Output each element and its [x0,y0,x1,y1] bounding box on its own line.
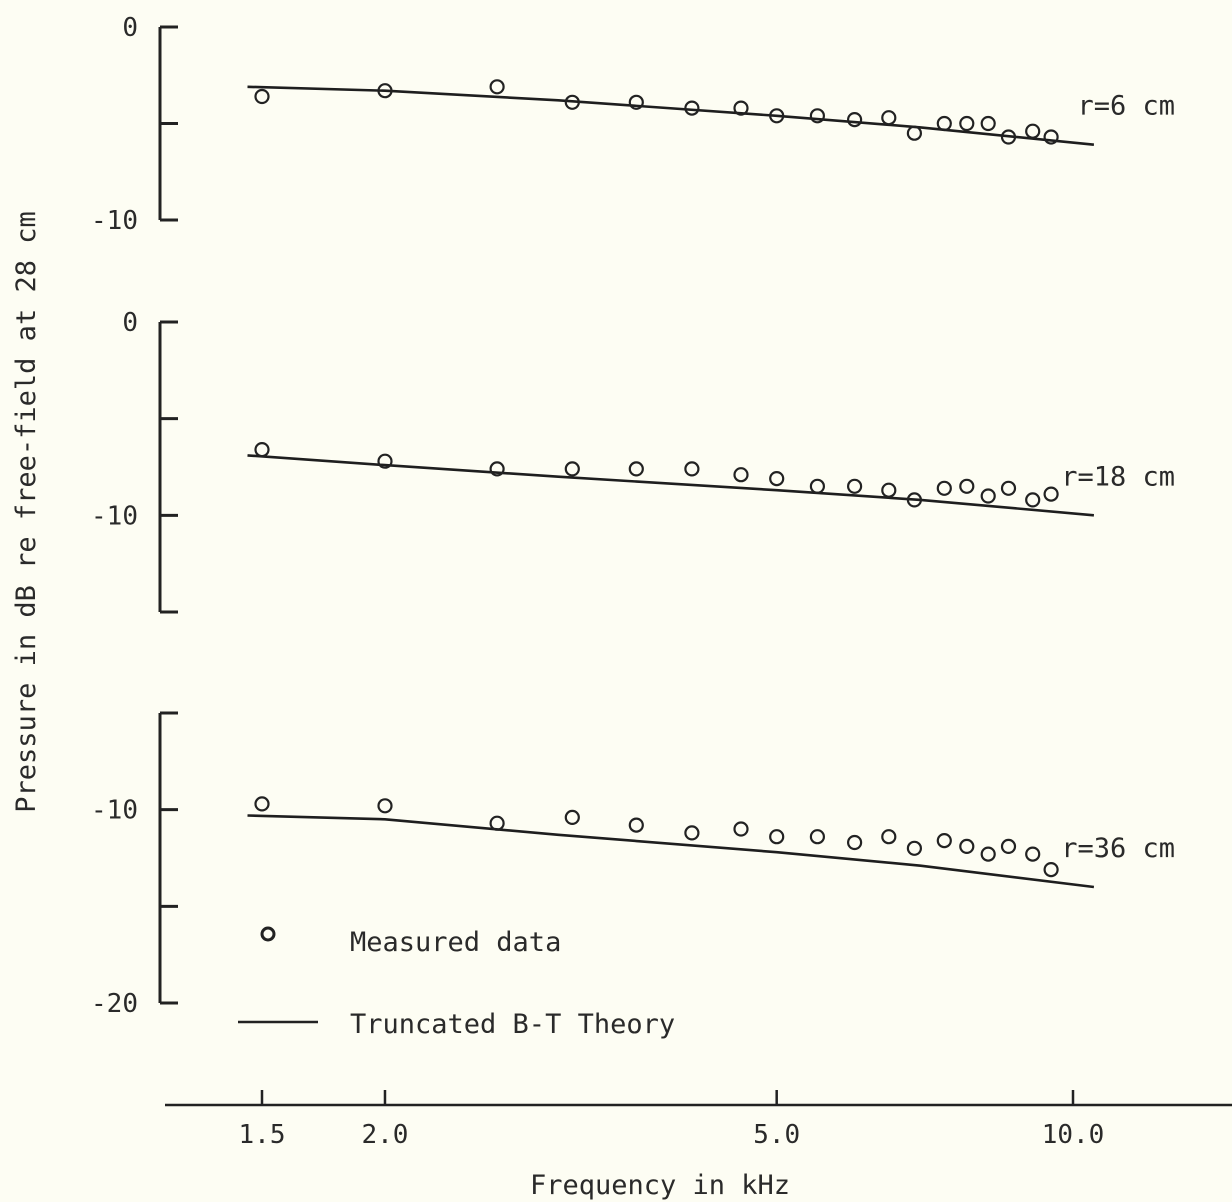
measured-point [628,461,644,477]
x-tick-label: 5.0 [753,1120,800,1150]
panel-y-tick-label: -10 [91,206,138,236]
series-label: r=36 cm [1061,833,1175,864]
measured-point [906,840,923,856]
measured-point [1043,129,1059,145]
measured-point [809,108,826,124]
measured-point [489,461,505,477]
measured-point [564,94,580,110]
series-label: r=18 cm [1061,461,1175,492]
measured-point [489,79,505,95]
panel-3: -10 -20 r=36 cm [91,711,1175,1019]
measured-point [733,467,749,483]
panel-2: 0 -10 r=18 cm [91,308,1175,614]
measured-point [1000,480,1017,496]
measured-point [936,480,952,496]
measured-point [1000,129,1017,145]
measured-point [254,88,270,105]
measured-point [936,832,952,849]
measured-point [628,94,644,110]
measured-point [809,829,826,845]
measured-point [1043,861,1059,878]
panel-y-tick-label: -10 [91,796,138,826]
series-label: r=6 cm [1077,91,1175,122]
measured-point [906,492,923,508]
measured-point [980,115,996,132]
measured-point [254,796,270,812]
measured-point [377,798,393,814]
measured-point [936,115,952,132]
measured-point [769,829,785,845]
panel-y-tick-label: -20 [91,989,138,1019]
measured-point [959,838,975,855]
measured-point [1000,838,1017,855]
legend-theory-label: Truncated B-T Theory [350,1009,675,1040]
theory-line [247,85,1095,146]
measured-point [733,821,749,837]
measured-point [254,442,270,458]
measured-point [769,471,785,487]
measured-point [881,829,897,845]
measured-point [489,815,505,831]
measured-point [1025,492,1041,508]
measured-point [881,110,897,126]
measured-point [564,809,580,826]
measured-point [628,817,644,833]
x-axis: 1.5 2.0 5.0 10.0 [165,1090,1232,1150]
measured-point [980,488,996,504]
measured-point [809,478,826,494]
panel-1: 0 -10 r=6 cm [91,13,1175,236]
measured-point [959,115,975,132]
measured-point [684,100,700,116]
legend-measured-marker [260,926,276,942]
measured-point [1043,486,1059,502]
panel-y-tick-label: -10 [91,501,138,531]
x-tick-label: 10.0 [1042,1120,1105,1150]
x-tick-label: 1.5 [239,1120,286,1150]
measured-point [684,825,700,841]
theory-line [247,814,1095,889]
measured-point [1025,846,1041,862]
measured-point [846,111,863,128]
measured-point [881,482,897,498]
measured-point [377,83,393,99]
x-axis-title: Frequency in kHz [530,1170,790,1201]
measured-point [564,461,580,477]
measured-point [906,125,923,141]
legend-measured-label: Measured data [350,927,561,958]
panel-y-tick-label: 0 [122,13,138,43]
measured-point [959,478,975,494]
theory-line [247,454,1095,517]
measured-point [684,461,700,477]
measured-point [846,478,863,494]
measured-point [846,834,863,851]
measured-point [980,846,996,862]
y-axis-title: Pressure in dB re free-field at 28 cm [11,211,42,812]
x-tick-label: 2.0 [361,1120,408,1150]
measured-point [733,100,749,116]
measured-point [1025,123,1041,139]
measured-point [769,108,785,124]
panel-y-tick-label: 0 [122,308,138,338]
legend: Measured data Truncated B-T Theory [238,926,675,1040]
measured-point [377,453,393,469]
panels: 0 -10 r=6 cm 0 -10 r=18 cm -10 -20 r=36 cm [91,13,1175,1019]
